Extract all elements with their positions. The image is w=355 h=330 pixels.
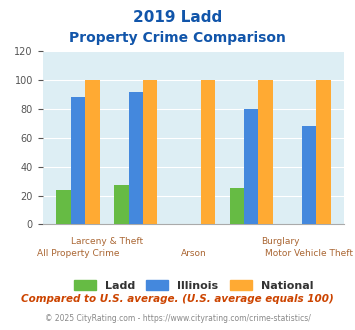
Bar — [71, 97, 85, 224]
Bar — [244, 109, 258, 224]
Text: Compared to U.S. average. (U.S. average equals 100): Compared to U.S. average. (U.S. average … — [21, 294, 334, 304]
Text: All Property Crime: All Property Crime — [37, 249, 119, 258]
Bar — [114, 185, 129, 224]
Text: © 2025 CityRating.com - https://www.cityrating.com/crime-statistics/: © 2025 CityRating.com - https://www.city… — [45, 314, 310, 323]
Legend: Ladd, Illinois, National: Ladd, Illinois, National — [69, 276, 318, 295]
Bar — [85, 80, 100, 224]
Bar — [258, 80, 273, 224]
Bar — [129, 92, 143, 224]
Text: Property Crime Comparison: Property Crime Comparison — [69, 31, 286, 45]
Text: Motor Vehicle Theft: Motor Vehicle Theft — [265, 249, 353, 258]
Text: Arson: Arson — [181, 249, 206, 258]
Text: Larceny & Theft: Larceny & Theft — [71, 237, 143, 247]
Bar — [56, 190, 71, 224]
Bar — [143, 80, 157, 224]
Bar — [230, 188, 244, 224]
Text: 2019 Ladd: 2019 Ladd — [133, 10, 222, 25]
Text: Burglary: Burglary — [261, 237, 299, 247]
Bar — [316, 80, 331, 224]
Bar — [302, 126, 316, 224]
Bar — [201, 80, 215, 224]
